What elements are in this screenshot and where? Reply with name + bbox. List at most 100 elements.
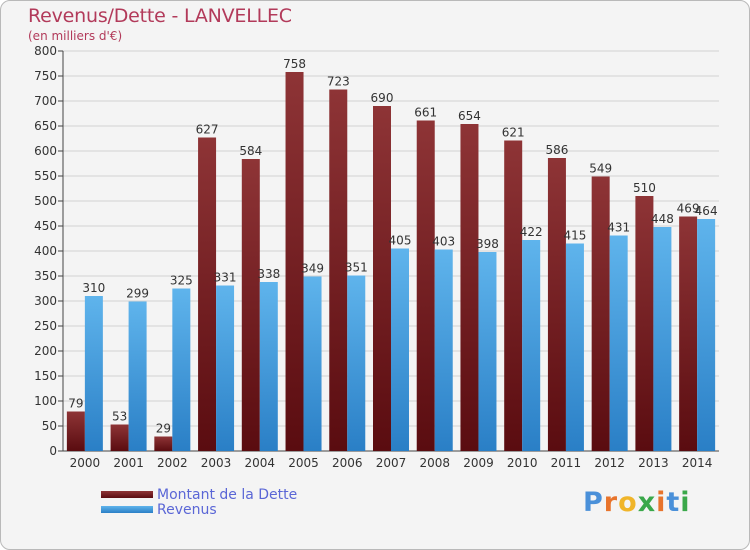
legend-swatch-debt	[101, 491, 153, 498]
chart-legend: Montant de la Dette Revenus	[101, 486, 298, 518]
x-tick-label: 2007	[376, 456, 407, 470]
data-label-debt: 758	[283, 57, 306, 71]
bar-debt	[679, 216, 698, 451]
data-label-debt: 621	[502, 126, 525, 140]
data-label-revenue: 464	[695, 204, 718, 218]
data-label-debt: 549	[589, 162, 612, 176]
bar-debt	[154, 436, 173, 451]
x-tick-label: 2010	[507, 456, 538, 470]
bar-debt	[547, 158, 566, 451]
bar-revenue	[653, 227, 672, 451]
bar-revenue	[347, 275, 366, 451]
x-tick-label: 2006	[332, 456, 363, 470]
bar-debt	[635, 196, 654, 451]
x-tick-label: 2014	[682, 456, 713, 470]
y-tick-label: 750	[34, 69, 57, 83]
y-tick-label: 600	[34, 144, 57, 158]
data-label-debt: 53	[112, 410, 127, 424]
data-label-debt: 690	[371, 91, 394, 105]
y-tick-label: 550	[34, 169, 57, 183]
data-label-debt: 79	[68, 397, 83, 411]
x-tick-label: 2008	[419, 456, 450, 470]
x-tick-label: 2009	[463, 456, 494, 470]
y-tick-label: 200	[34, 344, 57, 358]
logo-letter: P	[583, 487, 604, 518]
bar-revenue	[434, 249, 453, 451]
data-label-debt: 723	[327, 75, 350, 89]
bar-debt	[110, 424, 129, 451]
chart-subtitle: (en milliers d'€)	[28, 29, 123, 43]
bar-debt	[285, 72, 304, 451]
data-label-debt: 469	[677, 202, 700, 216]
legend-label-debt: Montant de la Dette	[157, 486, 298, 503]
data-label-debt: 627	[196, 123, 219, 137]
data-label-revenue: 299	[126, 287, 149, 301]
bar-revenue	[216, 285, 235, 451]
x-tick-label: 2001	[113, 456, 144, 470]
x-tick-label: 2004	[245, 456, 276, 470]
bar-revenue	[84, 296, 103, 451]
legend-item-revenue: Revenus	[101, 501, 297, 518]
x-tick-label: 2011	[551, 456, 582, 470]
y-tick-label: 50	[42, 419, 57, 433]
data-label-revenue: 422	[520, 225, 543, 239]
x-tick-label: 2003	[201, 456, 232, 470]
data-label-revenue: 331	[214, 271, 237, 285]
bar-debt	[591, 176, 610, 451]
y-tick-label: 450	[34, 219, 57, 233]
data-label-revenue: 403	[432, 235, 455, 249]
bar-revenue	[172, 288, 191, 451]
y-tick-label: 650	[34, 119, 57, 133]
chart-title: Revenus/Dette - LANVELLEC	[28, 5, 292, 27]
y-tick-label: 800	[34, 44, 57, 58]
y-tick-label: 300	[34, 294, 57, 308]
logo-letter: r	[603, 487, 619, 518]
bar-revenue	[565, 243, 584, 451]
bar-debt	[198, 137, 217, 451]
x-tick-label: 2000	[70, 456, 101, 470]
data-label-revenue: 338	[257, 267, 280, 281]
data-label-debt: 29	[156, 422, 171, 436]
x-tick-label: 2012	[594, 456, 625, 470]
bar-revenue	[128, 301, 147, 451]
bar-revenue	[522, 240, 541, 451]
data-label-revenue: 349	[301, 262, 324, 276]
legend-swatch-revenue	[101, 506, 153, 513]
bar-revenue	[259, 282, 278, 451]
legend-label-revenue: Revenus	[157, 501, 217, 518]
bar-revenue	[697, 219, 716, 451]
data-label-revenue: 310	[82, 281, 105, 295]
data-label-debt: 654	[458, 109, 481, 123]
data-label-revenue: 325	[170, 274, 193, 288]
logo-letter: t	[666, 487, 681, 518]
y-tick-label: 700	[34, 94, 57, 108]
bar-revenue	[303, 276, 322, 451]
bar-debt	[66, 411, 85, 451]
y-tick-label: 250	[34, 319, 57, 333]
x-tick-label: 2002	[157, 456, 188, 470]
data-label-revenue: 398	[476, 237, 499, 251]
y-tick-label: 500	[34, 194, 57, 208]
data-label-revenue: 431	[607, 221, 630, 235]
y-tick-label: 0	[49, 444, 57, 458]
y-tick-label: 400	[34, 244, 57, 258]
data-label-revenue: 448	[651, 212, 674, 226]
y-tick-label: 100	[34, 394, 57, 408]
bar-debt	[329, 89, 348, 451]
data-label-revenue: 351	[345, 261, 368, 275]
bar-revenue	[391, 248, 409, 451]
x-tick-label: 2005	[288, 456, 319, 470]
bar-debt	[373, 106, 391, 451]
bar-debt	[504, 140, 523, 451]
x-tick-label: 2013	[638, 456, 669, 470]
data-label-debt: 586	[545, 143, 568, 157]
logo-letter: i	[656, 487, 667, 518]
data-label-debt: 510	[633, 181, 656, 195]
y-tick-label: 150	[34, 369, 57, 383]
bar-debt	[241, 159, 260, 451]
logo-letter: i	[680, 487, 691, 518]
proxiti-logo: Proxiti	[583, 487, 691, 518]
logo-letter: o	[618, 487, 638, 518]
